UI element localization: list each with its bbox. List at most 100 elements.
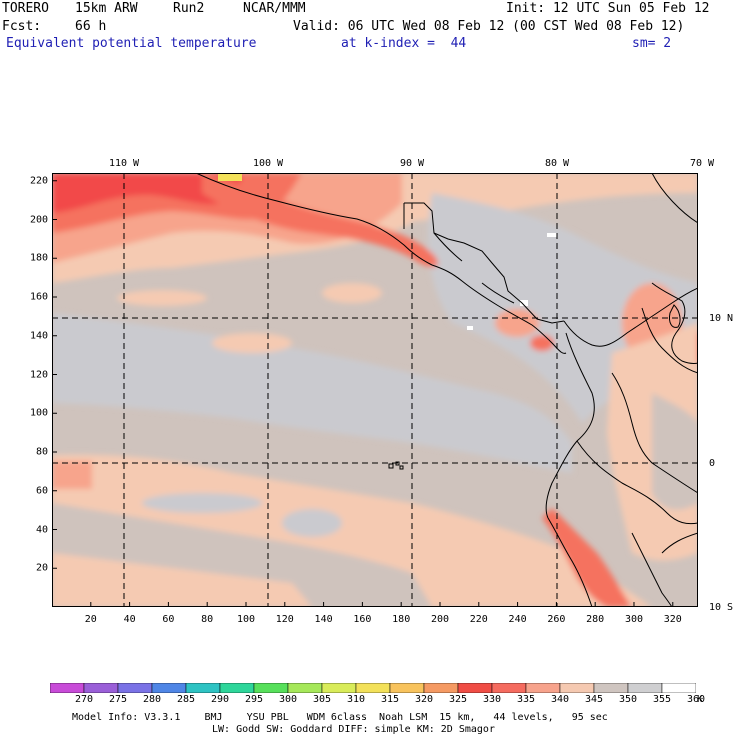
- y-tick-label: 180: [29, 252, 48, 264]
- field-cool-patch-2: [142, 493, 262, 513]
- smoothing-label: sm= 2: [632, 36, 672, 51]
- border-nicaragua-costa-rica: [481, 282, 515, 304]
- colorbar-swatch: [253, 683, 289, 693]
- colorbar-label: 280: [142, 694, 162, 705]
- x-tick-label: 300: [624, 614, 643, 625]
- coastline-central-america: [431, 264, 567, 354]
- field-peach-southwest: [52, 553, 312, 607]
- model-name: TORERO: [2, 1, 49, 16]
- field-cool-patch-1: [282, 509, 342, 537]
- x-tick-label: 40: [123, 614, 136, 625]
- colorbar-swatch: [287, 683, 323, 693]
- lat-lon-grid: [52, 173, 698, 607]
- colorbar-label: 360: [686, 694, 706, 705]
- coastline-yucatan: [651, 173, 698, 224]
- y-tick-label: 200: [29, 214, 48, 225]
- border-colombia-venezuela: [641, 307, 698, 374]
- galapagos-island-2: [395, 461, 400, 466]
- level-label: at k-index = 44: [341, 36, 467, 51]
- y-tick-label: 220: [29, 175, 48, 187]
- org-label: NCAR/MMM: [243, 1, 306, 16]
- colorbar-swatch: [491, 683, 527, 693]
- colorbar-label: 340: [550, 694, 570, 705]
- lon-label-100w: 100 W: [252, 158, 284, 169]
- x-tick-label: 100: [236, 614, 256, 625]
- coastline-caribbean: [404, 202, 565, 324]
- theta-e-map: [52, 173, 698, 607]
- valid-time: Valid: 06 UTC Wed 08 Feb 12 (00 CST Wed …: [293, 19, 685, 34]
- colorbar-label: 335: [516, 694, 536, 705]
- y-tick-label: 40: [35, 524, 48, 535]
- y-tick-label: 60: [35, 485, 48, 497]
- colorbar-unit: K: [697, 694, 704, 705]
- forecast-hour: 66 h: [75, 19, 107, 34]
- colorbar-label: 295: [244, 694, 264, 705]
- colorbar-label: 275: [108, 694, 128, 705]
- x-tick-label: 140: [314, 614, 333, 625]
- border-guatemala-honduras: [433, 232, 463, 262]
- field-very-warm-spot: [218, 173, 242, 181]
- x-tick-label: 240: [508, 614, 527, 625]
- border-colombia-brazil: [611, 372, 698, 494]
- x-tick-label: 260: [547, 614, 566, 625]
- lon-label-80w: 80 W: [544, 158, 570, 169]
- colorbar-label: 345: [584, 694, 604, 705]
- galapagos-island-1: [388, 463, 394, 469]
- model-resolution: 15km ARW: [75, 1, 138, 16]
- model-info-line2: LW: Godd SW: Goddard DIFF: simple KM: 2D…: [212, 724, 495, 735]
- field-cool-central: [52, 313, 572, 473]
- y-tick-label: 100: [29, 407, 48, 419]
- field-shading: [52, 173, 698, 607]
- field-peach-patch-1: [212, 333, 292, 353]
- x-tick-label: 60: [162, 614, 175, 625]
- colorbar-swatch: [50, 683, 85, 693]
- colorbar-swatch: [627, 683, 663, 693]
- lat-label-equator: 0: [709, 458, 716, 469]
- field-white-spot-1: [547, 233, 557, 237]
- colorbar-label: 355: [652, 694, 672, 705]
- x-tick-label: 120: [275, 614, 294, 625]
- field-warm-equator-west: [52, 461, 92, 489]
- colorbar-label: 330: [482, 694, 502, 705]
- colorbar-label: 325: [448, 694, 468, 705]
- field-warm-peru-coast: [542, 508, 632, 607]
- coastline-mexico: [195, 173, 433, 266]
- lon-label-90w: 90 W: [399, 158, 425, 169]
- x-tick-label: 200: [430, 614, 450, 625]
- field-white-spot-3: [467, 326, 473, 330]
- model-info-line1: Model Info: V3.3.1 BMJ YSU PBL WDM 6clas…: [72, 712, 608, 723]
- x-tick-label: 180: [392, 614, 411, 625]
- field-peach-patch-2: [322, 283, 382, 303]
- y-tick-label: 120: [29, 369, 48, 380]
- lake-maracaibo: [669, 304, 681, 328]
- colorbar-label: 305: [312, 694, 332, 705]
- x-tick-label: 280: [586, 614, 605, 625]
- y-tick-label: 20: [35, 562, 48, 574]
- border-ecuador-peru: [576, 440, 698, 525]
- galapagos-island-3: [399, 465, 404, 470]
- y-tick-label: 160: [29, 291, 48, 303]
- colorbar-label: 320: [414, 694, 434, 705]
- coastline-venezuela: [651, 282, 698, 364]
- colorbar: [50, 683, 696, 693]
- coastline-peru: [547, 517, 593, 607]
- border-brazil-peru: [631, 532, 673, 607]
- field-warm-patch-1: [495, 309, 539, 337]
- colorbar-swatch: [559, 683, 595, 693]
- lat-label-10n: 10 N: [709, 313, 734, 324]
- colorbar-label: 315: [380, 694, 400, 705]
- coastline-panama-colombia: [563, 287, 698, 347]
- colorbar-swatch: [185, 683, 221, 693]
- colorbar-swatch: [219, 683, 255, 693]
- run-label: Run2: [173, 1, 205, 16]
- colorbar-label: 270: [74, 694, 94, 705]
- colorbar-swatch: [321, 683, 357, 693]
- x-tick-label: 220: [469, 614, 488, 625]
- init-time: Init: 12 UTC Sun 05 Feb 12: [506, 1, 710, 16]
- colorbar-label: 310: [346, 694, 366, 705]
- colorbar-label: 285: [176, 694, 196, 705]
- forecast-label: Fcst:: [2, 19, 42, 34]
- y-tick-label: 80: [35, 446, 48, 458]
- x-tick-label: 160: [353, 614, 372, 625]
- border-bolivia: [661, 532, 698, 554]
